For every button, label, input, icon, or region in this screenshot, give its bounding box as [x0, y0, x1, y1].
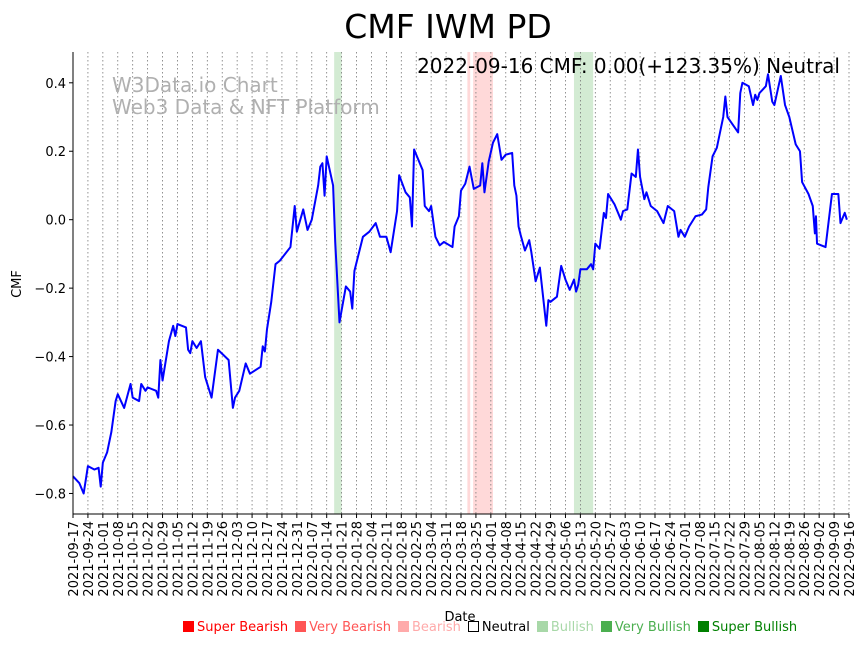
y-tick-label: −0.2 [34, 282, 66, 297]
legend-swatch-icon [295, 621, 307, 632]
x-tick-label: 2021-10-15 [127, 521, 142, 597]
y-axis-label: CMF [10, 270, 25, 298]
y-tick-label: 0.4 [45, 77, 66, 92]
sentiment-legend: Super Bearish Very Bearish Bearish Neutral B… [183, 620, 804, 635]
x-tick-label: 2022-04-08 [500, 521, 515, 597]
x-tick-label: 2021-12-03 [231, 521, 246, 597]
legend-label: Super Bearish [197, 620, 289, 635]
x-tick-label: 2021-09-24 [82, 521, 97, 597]
legend-swatch-icon [697, 621, 709, 632]
legend-item: Super Bearish [183, 620, 288, 635]
x-tick-label: 2022-06-03 [619, 521, 634, 597]
legend-item: Neutral [467, 620, 530, 635]
latest-value-annotation: 2022-09-16 CMF: 0.00(+123.35%) Neutral [417, 54, 840, 78]
x-tick-label: 2022-07-01 [679, 521, 694, 597]
x-tick-label: 2021-10-08 [112, 521, 127, 597]
x-tick-label: 2022-05-27 [604, 521, 619, 597]
y-tick-label: −0.4 [34, 351, 66, 366]
x-tick-label: 2022-01-07 [306, 521, 321, 597]
x-tick-label: 2022-05-20 [589, 521, 604, 597]
legend-swatch-icon [397, 621, 409, 632]
x-tick-label: 2022-03-11 [440, 521, 455, 597]
x-tick-label: 2022-03-18 [455, 521, 470, 597]
y-tick-label: −0.8 [34, 487, 66, 502]
x-tick-label: 2021-11-19 [201, 521, 216, 597]
legend-item: Very Bullish [600, 620, 691, 635]
x-tick-label: 2022-05-13 [574, 521, 589, 597]
legend-item: Bullish [536, 620, 594, 635]
x-tick-label: 2021-12-24 [276, 521, 291, 597]
x-tick-label: 2022-03-04 [425, 521, 440, 597]
legend-swatch-icon [183, 621, 194, 632]
x-tick-label: 2022-07-29 [739, 521, 754, 597]
x-tick-label: 2022-05-06 [559, 521, 574, 597]
x-tick-label: 2022-04-15 [515, 521, 530, 597]
legend-label: Bullish [550, 620, 594, 635]
x-tick-label: 2022-01-28 [351, 521, 366, 597]
x-tick-label: 2021-10-22 [142, 521, 157, 597]
x-tick-label: 2021-11-05 [171, 521, 186, 597]
y-tick-label: −0.6 [34, 419, 66, 434]
legend-label: Neutral [481, 620, 530, 635]
x-tick-label: 2022-06-10 [634, 521, 649, 597]
x-tick-label: 2022-07-15 [709, 521, 724, 597]
x-tick-label: 2022-09-09 [828, 521, 843, 597]
x-tick-label: 2021-10-29 [157, 521, 172, 597]
x-tick-label: 2021-10-01 [97, 521, 112, 597]
legend-label: Very Bearish [309, 620, 391, 635]
x-tick-label: 2022-08-26 [798, 521, 813, 597]
x-tick-label: 2021-09-17 [67, 521, 82, 597]
legend-label: Super Bullish [711, 620, 798, 635]
x-tick-label: 2022-04-01 [485, 521, 500, 597]
legend-swatch-icon [536, 621, 548, 632]
legend-label: Bearish [411, 620, 461, 635]
x-tick-label: 2022-09-02 [813, 521, 828, 597]
x-tick-label: 2022-02-04 [365, 521, 380, 597]
legend-item: Very Bearish [295, 620, 391, 635]
x-tick-label: 2022-06-24 [664, 521, 679, 597]
x-tick-label: 2022-04-29 [545, 521, 560, 597]
x-tick-label: 2022-02-11 [380, 521, 395, 597]
x-tick-label: 2022-07-22 [724, 521, 739, 597]
cmf-series-line [72, 73, 848, 495]
x-tick-label: 2022-08-05 [753, 521, 768, 597]
sentiment-band-bearish [467, 52, 471, 514]
x-tick-label: 2021-11-26 [216, 521, 231, 597]
x-tick-label: 2022-07-08 [694, 521, 709, 597]
y-tick-label: 0.2 [45, 145, 66, 160]
x-axis-label: Date [444, 610, 475, 625]
x-tick-label: 2021-12-10 [246, 521, 261, 597]
sentiment-band-bullish [573, 52, 594, 514]
x-tick-label: 2022-04-22 [530, 521, 545, 597]
x-tick-label: 2022-01-14 [321, 521, 336, 597]
y-tick-label: 0.0 [45, 214, 66, 229]
watermark-line-2: Web3 Data & NFT Platform [112, 95, 380, 119]
x-tick-label: 2022-08-19 [783, 521, 798, 597]
legend-item: Super Bullish [697, 620, 798, 635]
legend-label: Very Bullish [614, 620, 691, 635]
legend-swatch-icon [600, 621, 612, 632]
x-tick-label: 2021-12-17 [261, 521, 276, 597]
legend-item: Bearish [397, 620, 461, 635]
x-tick-label: 2021-11-12 [186, 521, 201, 597]
x-tick-label: 2022-06-17 [649, 521, 664, 597]
x-tick-label: 2022-08-12 [768, 521, 783, 597]
x-tick-label: 2022-02-25 [410, 521, 425, 597]
chart-title: CMF IWM PD [344, 7, 552, 46]
x-tick-label: 2022-09-16 [843, 521, 858, 597]
watermark-line-1: W3Data.io Chart [112, 73, 278, 97]
x-tick-label: 2022-02-18 [395, 521, 410, 597]
x-tick-label: 2022-03-25 [470, 521, 485, 597]
x-tick-label: 2021-12-31 [291, 521, 306, 597]
x-tick-label: 2022-01-21 [336, 521, 351, 597]
legend-swatch-icon [467, 621, 479, 632]
